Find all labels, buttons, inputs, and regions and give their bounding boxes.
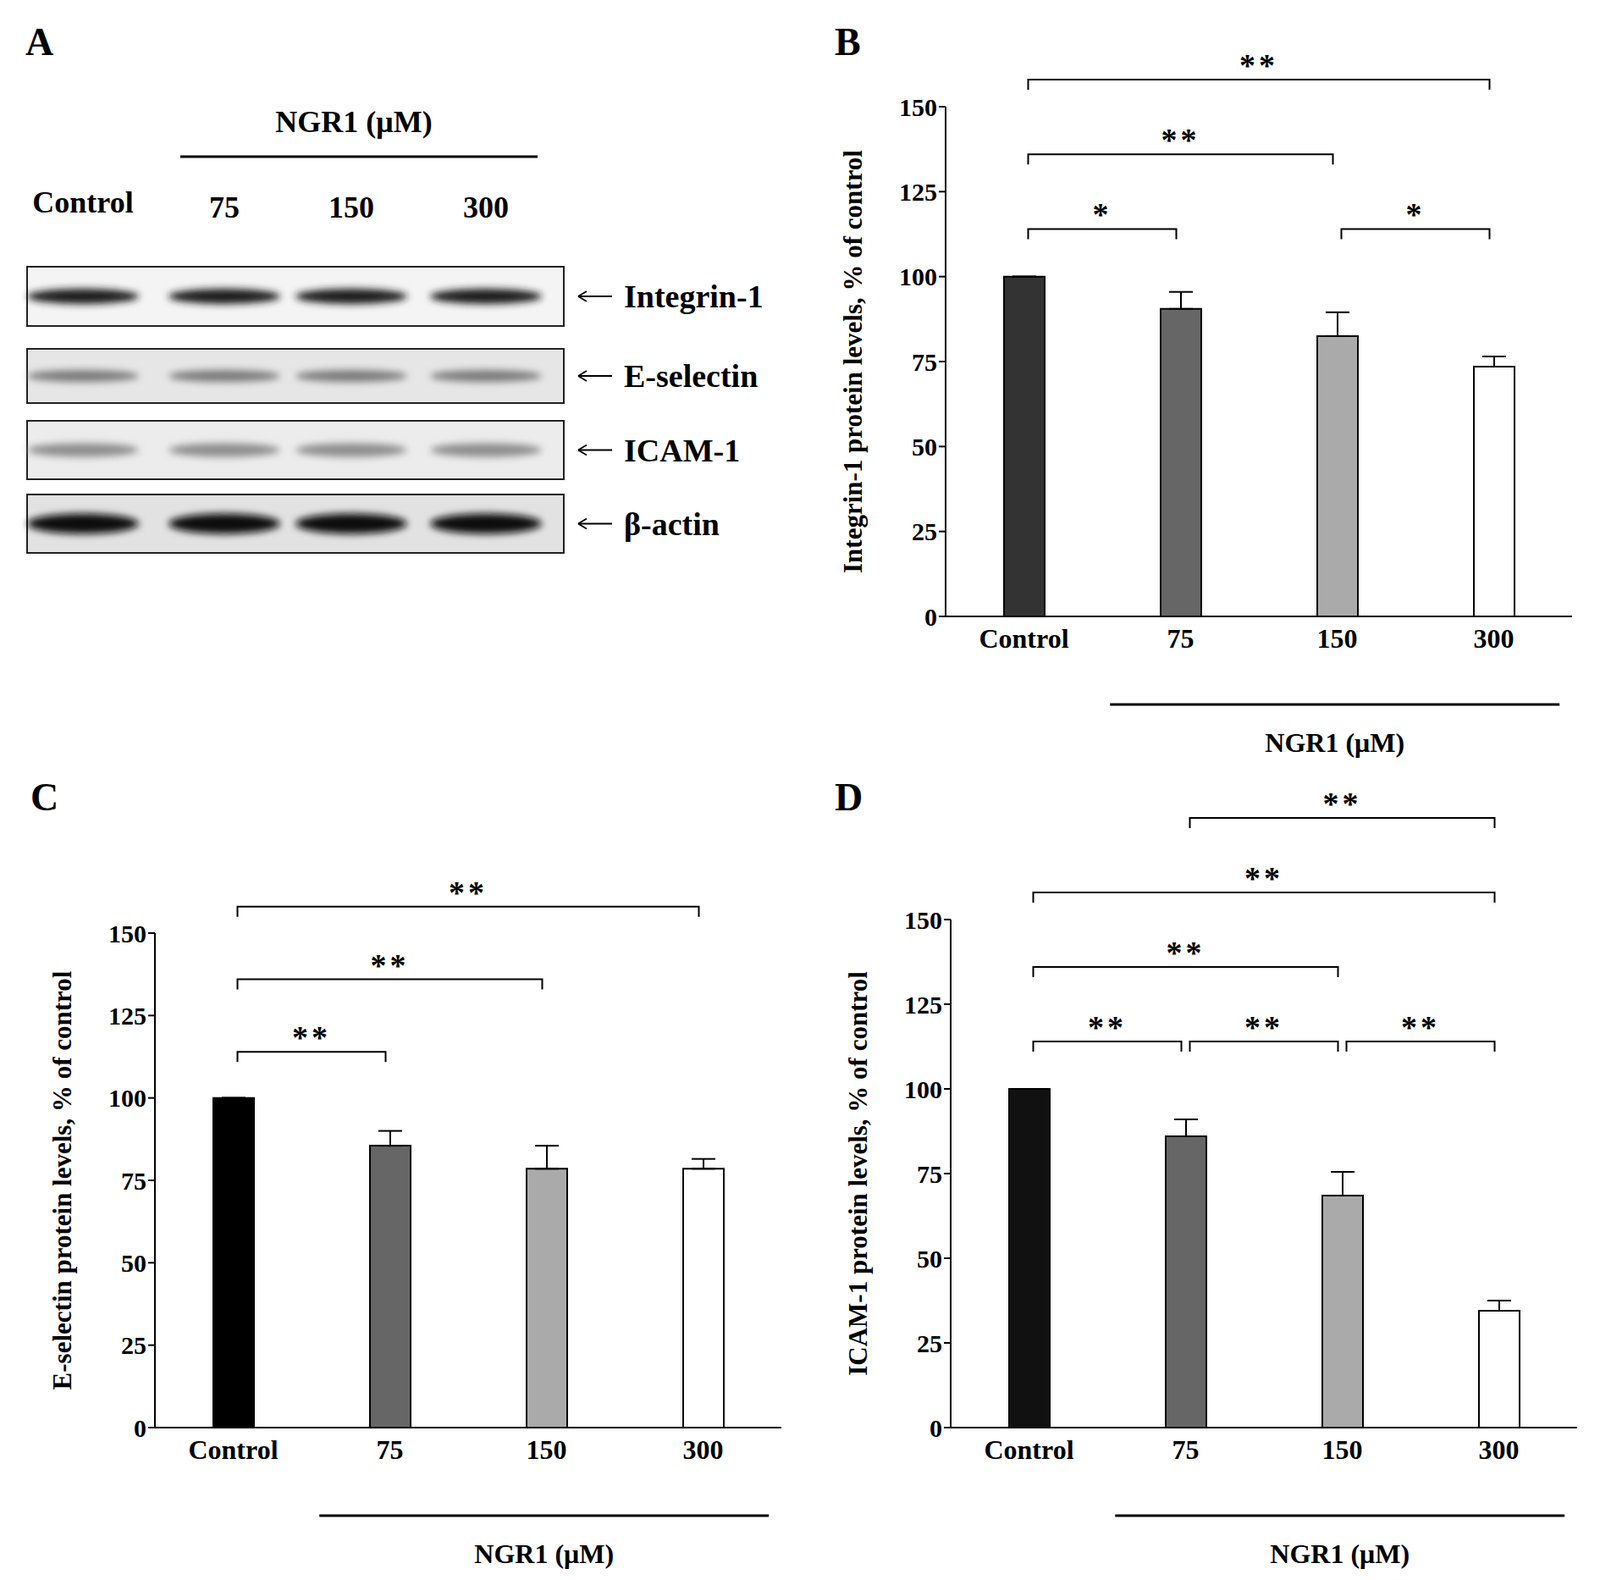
svg-text:75: 75 [916,1159,943,1188]
svg-text:75: 75 [209,190,240,225]
svg-text:**: ** [448,874,488,911]
svg-text:25: 25 [916,1329,943,1358]
svg-text:125: 125 [899,177,938,206]
svg-text:75: 75 [376,1434,404,1465]
svg-text:*: * [1092,196,1113,232]
svg-text:75: 75 [1172,1434,1200,1465]
svg-text:E-selectin: E-selectin [623,358,758,394]
svg-text:**: ** [1244,1009,1284,1045]
html-text:D: D [834,775,863,819]
svg-text:Control: Control [187,1434,278,1465]
svg-text:Control: Control [32,185,133,220]
svg-text:E-selectin protein levels, % o: E-selectin protein levels, % of control [47,970,78,1390]
svg-text:NGR1 (μM): NGR1 (μM) [1269,1538,1410,1569]
svg-text:Control: Control [983,1434,1074,1465]
svg-text:**: ** [1087,1009,1127,1045]
svg-text:125: 125 [904,990,943,1019]
svg-text:**: ** [1161,121,1201,158]
svg-text:75: 75 [911,347,938,376]
svg-text:0: 0 [929,1413,943,1442]
svg-text:**: ** [370,947,410,983]
svg-text:125: 125 [108,1001,147,1030]
svg-text:150: 150 [904,905,943,934]
svg-text:150: 150 [526,1434,568,1465]
svg-text:ICAM-1: ICAM-1 [623,432,740,469]
svg-text:0: 0 [924,602,938,631]
svg-text:β-actin: β-actin [623,506,720,542]
svg-text:Integrin-1: Integrin-1 [623,278,764,315]
svg-text:25: 25 [911,517,938,546]
svg-text:150: 150 [1322,1434,1363,1465]
svg-text:**: ** [1401,1009,1440,1045]
svg-text:50: 50 [916,1244,943,1273]
svg-text:*: * [1406,196,1426,232]
html-text:B: B [834,20,861,64]
svg-text:ICAM-1 protein levels, % of co: ICAM-1 protein levels, % of control [843,971,873,1376]
svg-text:75: 75 [121,1166,147,1195]
svg-text:NGR1 (μM): NGR1 (μM) [1264,727,1405,758]
svg-text:**: ** [1166,934,1206,971]
svg-text:150: 150 [899,93,938,122]
svg-text:Control: Control [978,623,1069,654]
svg-text:**: ** [1244,860,1284,896]
html-text:A: A [25,20,54,64]
svg-text:**: ** [292,1019,332,1055]
svg-text:150: 150 [108,919,147,948]
svg-text:25: 25 [121,1330,147,1359]
svg-text:150: 150 [328,190,375,225]
svg-text:100: 100 [904,1075,943,1104]
svg-text:NGR1 (μM): NGR1 (μM) [275,104,432,139]
svg-text:NGR1 (μM): NGR1 (μM) [474,1538,614,1569]
svg-text:100: 100 [899,262,938,291]
svg-text:300: 300 [463,190,509,225]
svg-text:75: 75 [1167,623,1195,654]
svg-text:150: 150 [1317,623,1358,654]
svg-text:**: ** [1239,47,1279,83]
svg-text:50: 50 [911,432,938,461]
svg-text:0: 0 [133,1413,147,1442]
svg-text:50: 50 [121,1248,147,1277]
svg-text:300: 300 [1473,623,1515,654]
svg-text:Integrin-1 protein levels, % o: Integrin-1 protein levels, % of control [838,149,868,574]
html-text:C: C [30,775,59,819]
svg-text:**: ** [1323,785,1363,822]
svg-text:300: 300 [1478,1434,1520,1465]
svg-text:300: 300 [683,1434,724,1465]
svg-text:100: 100 [108,1083,147,1112]
